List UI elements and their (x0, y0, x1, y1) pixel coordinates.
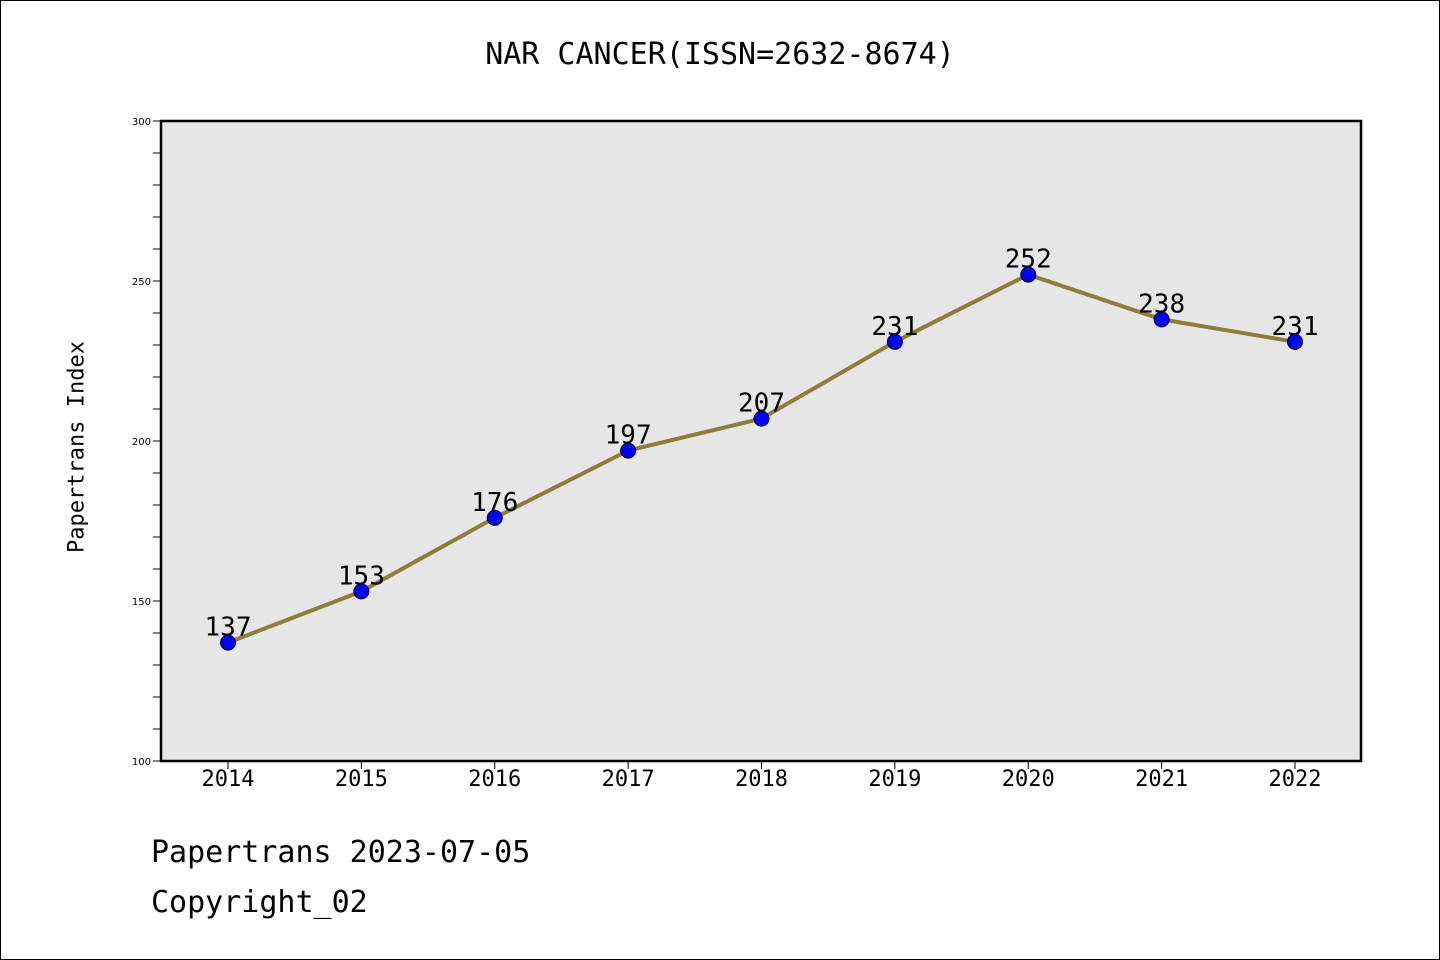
y-tick-label: 200 (132, 437, 151, 448)
data-point (353, 583, 370, 600)
footer-copyright: Copyright_02 (151, 885, 368, 920)
y-tick-label: 150 (132, 597, 151, 608)
x-tick-label: 2022 (1269, 767, 1322, 792)
data-point (220, 634, 236, 651)
x-tick-label: 2019 (868, 767, 921, 792)
x-tick-label: 2021 (1135, 767, 1188, 792)
x-tick-label: 2017 (602, 767, 655, 792)
data-point (1153, 311, 1170, 328)
data-point (886, 333, 903, 350)
data-point (620, 442, 637, 459)
footer-date: Papertrans 2023-07-05 (151, 835, 531, 870)
x-tick-label: 2014 (202, 767, 255, 792)
x-tick-label: 2018 (735, 767, 788, 792)
y-tick-label: 300 (132, 117, 151, 128)
data-point (753, 410, 770, 427)
plot-border (159, 119, 1363, 763)
y-tick-label: 100 (132, 757, 151, 768)
y-tick-label: 250 (132, 277, 151, 288)
data-point (486, 509, 503, 526)
data-point (1020, 266, 1037, 283)
data-point (1287, 333, 1303, 350)
plot-area (161, 121, 1361, 761)
x-tick-label: 2020 (1002, 767, 1055, 792)
chart-title: NAR CANCER(ISSN=2632-8674) (485, 37, 955, 72)
x-tick-label: 2016 (468, 767, 521, 792)
x-tick-label: 2015 (335, 767, 388, 792)
